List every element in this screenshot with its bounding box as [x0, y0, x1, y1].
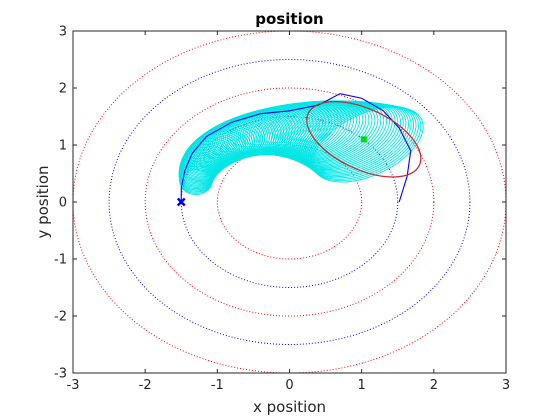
- y-tick-label: 3: [59, 25, 67, 40]
- y-axis-label: y position: [34, 165, 52, 238]
- y-tick-label: -1: [54, 253, 67, 268]
- y-tick-label: -3: [54, 367, 67, 382]
- covariance-ellipse: [295, 102, 399, 171]
- y-tick-label: 1: [59, 139, 67, 154]
- reference-circle: [144, 87, 435, 317]
- trajectory-line: [180, 93, 412, 203]
- covariance-ellipse: [307, 105, 417, 179]
- covariance-ellipse: [291, 101, 393, 168]
- reference-circle: [216, 144, 363, 260]
- covariance-ellipse: [310, 106, 422, 182]
- covariance-ellipse: [264, 100, 355, 159]
- covariance-ellipse: [248, 102, 333, 156]
- covariance-ellipse: [302, 103, 409, 175]
- x-axis-ticks: -3 -2 -1 0 1 2 3: [67, 31, 510, 393]
- markers-layer: [176, 136, 367, 207]
- covariance-ellipse: [289, 101, 390, 167]
- x-tick-label: -1: [211, 378, 224, 393]
- covariance-ellipse: [270, 100, 364, 160]
- x-tick-label: 1: [358, 378, 366, 393]
- y-axis-ticks: -3 -2 -1 0 1 2 3: [54, 25, 506, 382]
- covariance-ellipse: [196, 124, 256, 164]
- covariance-ellipse: [300, 103, 407, 174]
- estimate-marker: [360, 136, 367, 143]
- x-axis-label: x position: [253, 398, 326, 416]
- plot-area: [73, 31, 506, 373]
- covariance-ellipses: [178, 100, 424, 196]
- current-covariance-ellipse: [306, 100, 422, 178]
- reference-circle: [108, 59, 471, 345]
- x-tick-label: 2: [430, 378, 438, 393]
- covariance-ellipse: [279, 100, 376, 163]
- x-tick-label: -2: [139, 378, 152, 393]
- reference-circle: [180, 116, 399, 288]
- y-tick-label: -2: [54, 310, 67, 325]
- covariance-ellipse: [283, 100, 382, 165]
- covariance-ellipse: [281, 100, 379, 164]
- covariance-ellipse: [312, 106, 424, 183]
- covariance-ellipse: [297, 102, 402, 172]
- y-tick-label: 2: [59, 82, 67, 97]
- current-ellipse-layer: [306, 100, 422, 178]
- reference-circles: [73, 31, 506, 373]
- covariance-ellipse: [255, 101, 342, 157]
- start-marker: [176, 197, 186, 207]
- x-tick-label: 0: [285, 378, 293, 393]
- covariance-ellipse: [272, 100, 367, 161]
- x-tick-label: 3: [502, 378, 510, 393]
- chart-title: position: [255, 10, 323, 28]
- y-tick-label: 0: [59, 196, 67, 211]
- x-tick-label: -3: [67, 378, 80, 393]
- trajectory-layer: [180, 93, 412, 203]
- covariance-ellipse: [304, 104, 412, 176]
- covariance-ellipse: [287, 101, 388, 166]
- covariance-ellipse: [309, 105, 419, 180]
- covariance-ellipse: [299, 102, 404, 173]
- covariance-ellipse: [293, 101, 396, 169]
- covariance-ellipse: [306, 104, 415, 178]
